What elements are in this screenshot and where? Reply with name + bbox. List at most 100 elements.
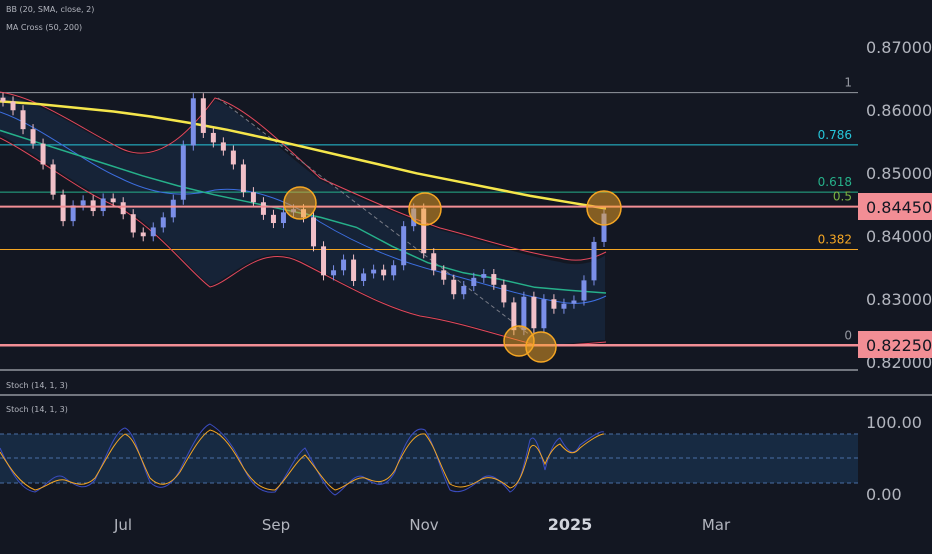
candle-body [491,274,497,285]
candle-body [60,194,66,222]
candle-body [581,280,587,301]
time-label-jul: Jul [113,516,132,534]
candle-body [471,277,477,287]
candle-body [210,132,216,143]
stoch-tick-label: 100.00 [866,413,922,432]
candle-body [230,150,236,165]
candle-body [150,227,156,237]
candlesticks [0,92,607,336]
candle-body [331,270,337,276]
marker-circle-5 [586,190,622,226]
candle-body [451,279,457,295]
price-tick-label: 0.87000 [866,38,932,57]
candle-body [461,286,467,295]
candle-body [130,214,136,233]
candle-body [601,213,607,242]
time-label-sep: Sep [262,516,290,534]
candle-body [421,208,427,254]
price-tick-label: 0.85000 [866,164,932,183]
time-label-2025: 2025 [548,515,593,534]
candle-body [240,164,246,193]
bollinger-basis-line [0,111,607,304]
price-tag-upper-text: 0.84450 [866,198,932,217]
price-tag-lower-text: 0.82250 [866,336,932,355]
candle-body [321,246,327,276]
stoch-indicator-label-pane[interactable]: Stoch (14, 1, 3) [6,405,68,414]
price-tag-lower-bg [858,331,932,358]
stoch-k-line [0,423,605,496]
candle-body [551,299,557,309]
candle-body [40,143,46,165]
candle-body [591,241,597,281]
fib-level-label: 0.5 [833,190,852,204]
candle-body [110,198,116,203]
candle-body [0,97,6,102]
ma-200-line [0,100,607,210]
candle-body [541,299,547,329]
candle-body [270,214,276,224]
candle-body [311,217,317,247]
time-label-mar: Mar [702,516,731,534]
candle-body [190,98,196,146]
price-tick-label: 0.86000 [866,101,932,120]
highlight-markers [283,186,622,363]
candle-body [521,296,527,331]
candle-body [100,198,106,212]
candle-body [70,205,76,222]
candle-body [341,259,347,271]
candle-body [170,199,176,218]
price-tag-upper: 0.84450 [858,193,932,220]
fib-level-label: 0.786 [818,128,852,142]
candle-body [10,101,16,111]
price-tag-lower: 0.82250 [858,331,932,358]
candle-body [501,284,507,303]
candle-body [260,202,266,215]
stoch-d-line [0,429,605,491]
price-axis[interactable]: 0.87000 0.86000 0.85000 0.84000 0.83000 … [866,38,932,372]
candle-body [371,269,377,274]
candle-body [30,129,36,144]
stoch-indicator-label-top[interactable]: Stoch (14, 1, 3) [6,381,68,390]
time-label-nov: Nov [409,516,438,534]
trend-line [217,97,531,336]
candle-body [561,303,567,309]
stoch-tick-label: 0.00 [866,485,902,504]
candle-body [160,217,166,228]
candle-body [511,302,517,331]
candle-body [140,232,146,237]
price-tag-upper-bg [858,193,932,220]
candle-body [120,202,126,215]
price-tick-label: 0.83000 [866,290,932,309]
candle-body [351,259,357,281]
candle-body [20,110,26,130]
fib-level-label: 0.382 [818,232,852,246]
candle-body [280,212,286,224]
marker-circle-1 [283,186,317,220]
fib-level-label: 0 [844,328,852,342]
candle-body [220,142,226,151]
ma-cross-indicator-label[interactable]: MA Cross (50, 200) [6,23,82,32]
candle-body [80,200,86,206]
candle-body [401,226,407,266]
candle-body [50,164,56,195]
candle-body [391,265,397,276]
price-tick-label: 0.84000 [866,227,932,246]
candle-body [571,300,577,304]
time-axis[interactable]: Jul Sep Nov 2025 Mar [113,515,731,534]
marker-circle-2 [408,192,442,226]
bollinger-indicator-label[interactable]: BB (20, SMA, close, 2) [6,5,94,14]
candle-body [200,98,206,133]
candle-body [361,273,367,281]
candle-body [250,192,256,203]
candle-body [431,253,437,271]
fib-level-label: 1 [844,76,852,90]
candle-body [481,274,487,278]
candle-body [441,270,447,280]
bollinger-upper-line [0,91,607,261]
marker-circle-4 [525,331,557,363]
fib-level-label: 0.618 [818,175,852,189]
candle-body [180,145,186,200]
candle-body [531,296,537,329]
